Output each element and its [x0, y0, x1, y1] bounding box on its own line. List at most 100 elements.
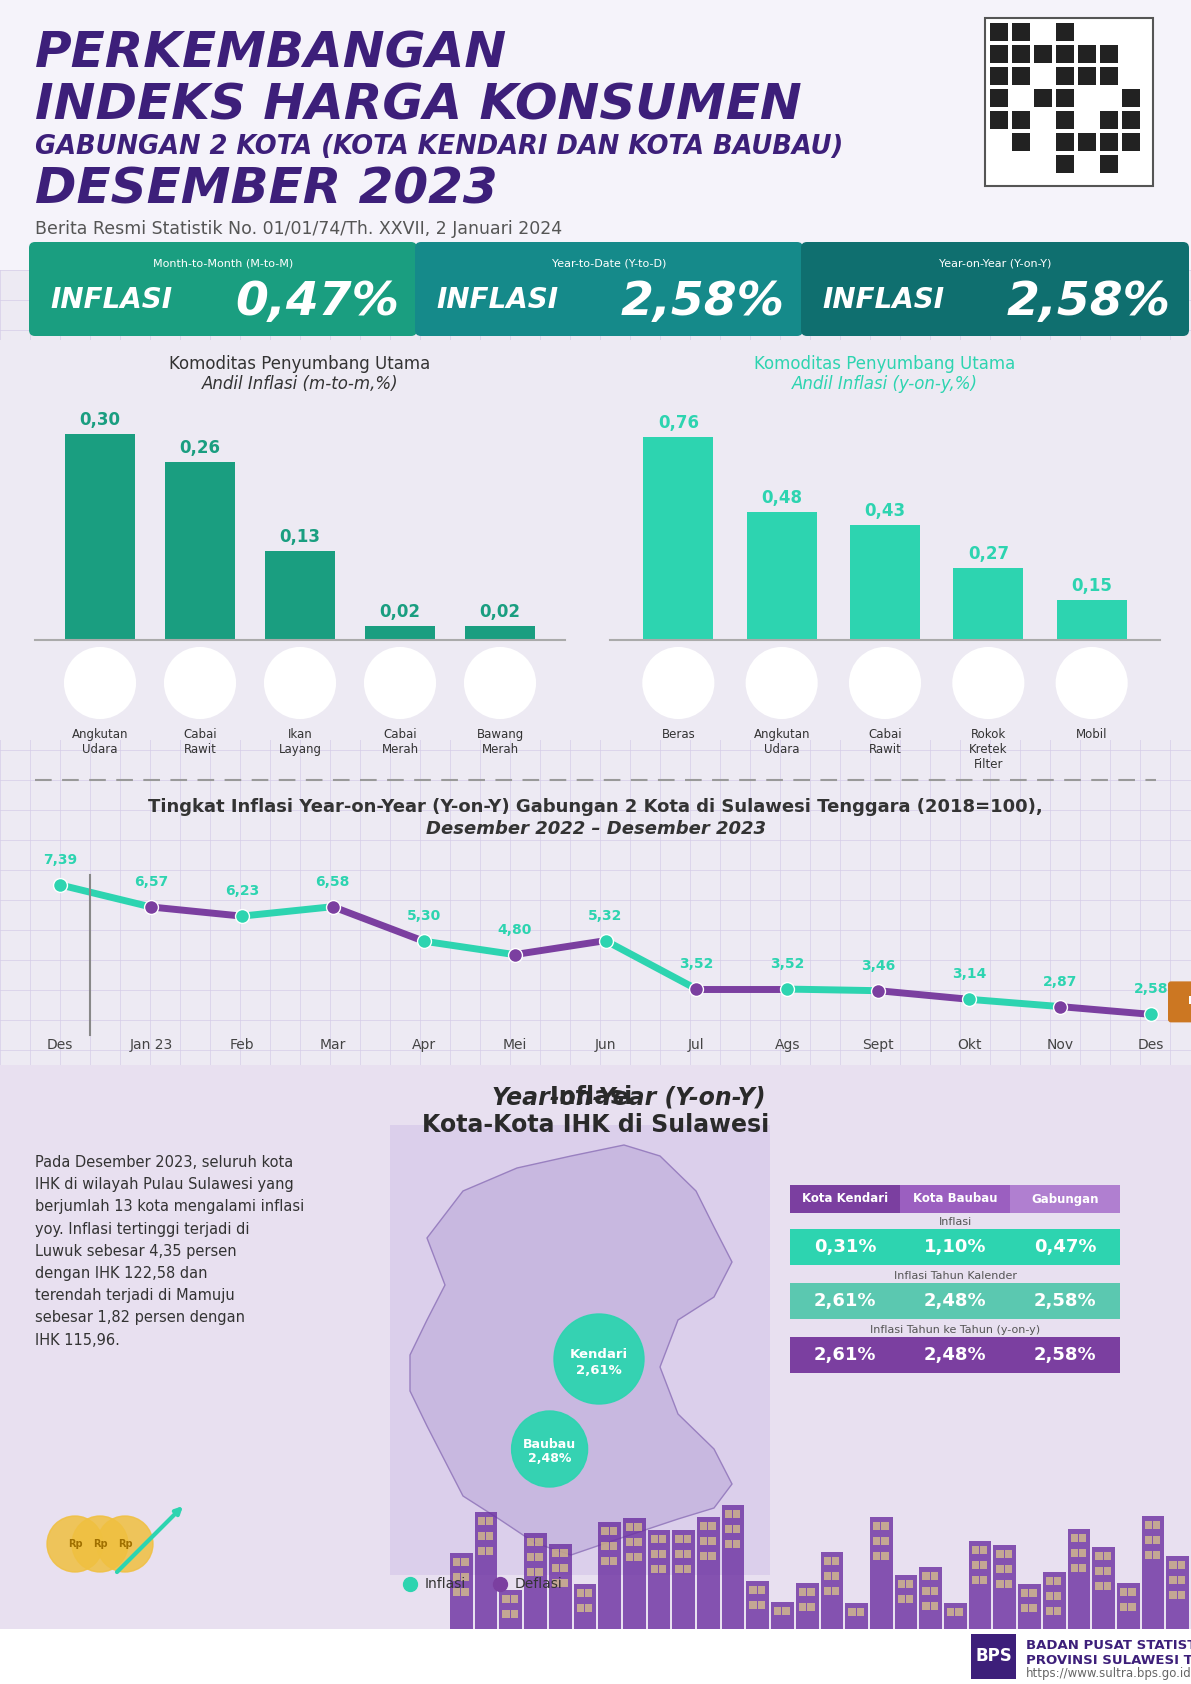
Text: 6,58: 6,58 — [316, 874, 350, 889]
Text: PROVINSI SULAWESI TENGGARA: PROVINSI SULAWESI TENGGARA — [1025, 1654, 1191, 1667]
Bar — [560, 1580, 567, 1586]
Bar — [1122, 111, 1140, 130]
Bar — [648, 1531, 671, 1633]
Text: Okt: Okt — [956, 1037, 981, 1052]
Text: 2,48%: 2,48% — [528, 1453, 572, 1465]
Text: 7,39: 7,39 — [43, 852, 77, 867]
Bar — [1092, 1548, 1115, 1633]
Bar — [453, 1573, 461, 1581]
Bar — [675, 1549, 682, 1558]
Bar — [1029, 1590, 1037, 1596]
Bar — [1117, 1583, 1140, 1633]
Bar — [1122, 24, 1140, 40]
Bar — [1005, 1549, 1012, 1558]
Text: 0,26: 0,26 — [180, 440, 220, 456]
Text: 2,58%: 2,58% — [621, 281, 785, 325]
Bar — [1145, 1521, 1152, 1529]
Bar — [799, 1588, 806, 1596]
Bar — [536, 1537, 543, 1546]
Bar — [774, 1607, 781, 1615]
Bar — [364, 626, 435, 640]
Bar — [700, 1522, 707, 1531]
Text: Beras: Beras — [661, 727, 696, 741]
Bar — [1122, 133, 1140, 152]
Bar — [709, 1553, 716, 1559]
Bar — [1078, 155, 1096, 173]
Bar — [980, 1561, 987, 1569]
Text: Cabai
Rawit: Cabai Rawit — [183, 727, 217, 756]
Bar — [475, 1512, 498, 1633]
Circle shape — [66, 648, 135, 717]
Bar — [993, 1544, 1016, 1633]
Bar — [922, 1571, 930, 1580]
Bar — [898, 1580, 905, 1588]
Bar — [1078, 89, 1096, 108]
Text: INFLASI: INFLASI — [436, 286, 559, 313]
Bar — [0, 340, 1191, 739]
Bar — [684, 1549, 691, 1558]
Circle shape — [554, 1314, 644, 1404]
Circle shape — [71, 1516, 127, 1571]
Text: Cabai
Merah: Cabai Merah — [381, 727, 418, 756]
Text: Andil Inflasi (y-on-y,%): Andil Inflasi (y-on-y,%) — [792, 376, 978, 392]
Bar — [453, 1588, 461, 1596]
Circle shape — [747, 648, 817, 717]
Bar — [848, 1608, 855, 1617]
Bar — [0, 1064, 1191, 1684]
Bar — [1120, 1603, 1127, 1612]
Bar — [757, 1601, 765, 1608]
Circle shape — [46, 1516, 102, 1571]
Bar — [831, 1571, 840, 1580]
Bar — [997, 1549, 1004, 1558]
Bar — [985, 19, 1153, 185]
Text: Desember 2022 – Desember 2023: Desember 2022 – Desember 2023 — [425, 820, 766, 839]
Bar — [672, 1531, 696, 1633]
Text: Mei: Mei — [503, 1037, 526, 1052]
Text: 4,80: 4,80 — [498, 923, 531, 936]
Text: Inflasi Tahun Kalender: Inflasi Tahun Kalender — [893, 1271, 1016, 1282]
Text: 2,58%: 2,58% — [1034, 1346, 1096, 1364]
Bar — [796, 1583, 818, 1633]
Bar — [747, 1581, 769, 1633]
Bar — [626, 1553, 634, 1561]
Text: Rp: Rp — [118, 1539, 132, 1549]
FancyBboxPatch shape — [1168, 982, 1191, 1022]
Bar — [997, 1580, 1004, 1588]
Bar — [551, 1564, 559, 1571]
Bar — [266, 551, 335, 640]
Bar — [1178, 1576, 1185, 1585]
Bar — [1079, 1534, 1086, 1543]
Bar — [536, 1568, 543, 1576]
Bar — [453, 1558, 461, 1566]
Circle shape — [96, 1516, 152, 1571]
Bar — [601, 1543, 609, 1549]
Text: 0,76: 0,76 — [657, 414, 699, 433]
Text: Month-to-Month (M-to-M): Month-to-Month (M-to-M) — [152, 258, 293, 268]
Text: Pada Desember 2023, seluruh kota
IHK di wilayah Pulau Sulawesi yang
berjumlah 13: Pada Desember 2023, seluruh kota IHK di … — [35, 1155, 304, 1347]
Bar — [709, 1522, 716, 1531]
Text: Year-to-Date (Y-to-D): Year-to-Date (Y-to-D) — [551, 258, 666, 268]
Bar — [1046, 1607, 1053, 1615]
Bar — [601, 1558, 609, 1564]
Bar — [873, 1537, 880, 1544]
Circle shape — [953, 648, 1023, 717]
Bar — [790, 1283, 900, 1319]
Bar — [1145, 1551, 1152, 1559]
Bar — [576, 1603, 584, 1612]
Text: Inflasi: Inflasi — [550, 1084, 641, 1110]
Bar — [906, 1595, 913, 1603]
Bar — [1096, 1568, 1103, 1575]
Bar — [955, 1608, 962, 1617]
Bar — [900, 1186, 1010, 1212]
Text: https://www.sultra.bps.go.id: https://www.sultra.bps.go.id — [1025, 1667, 1191, 1681]
Bar — [1078, 24, 1096, 40]
Bar — [990, 89, 1008, 108]
Bar — [1170, 1591, 1177, 1600]
Bar — [1079, 1549, 1086, 1558]
Bar — [1034, 133, 1052, 152]
Circle shape — [464, 648, 535, 717]
Bar — [1012, 155, 1030, 173]
Text: 0,47%: 0,47% — [235, 281, 399, 325]
Bar — [900, 1229, 1010, 1265]
Text: 0,47%: 0,47% — [1034, 1238, 1096, 1256]
